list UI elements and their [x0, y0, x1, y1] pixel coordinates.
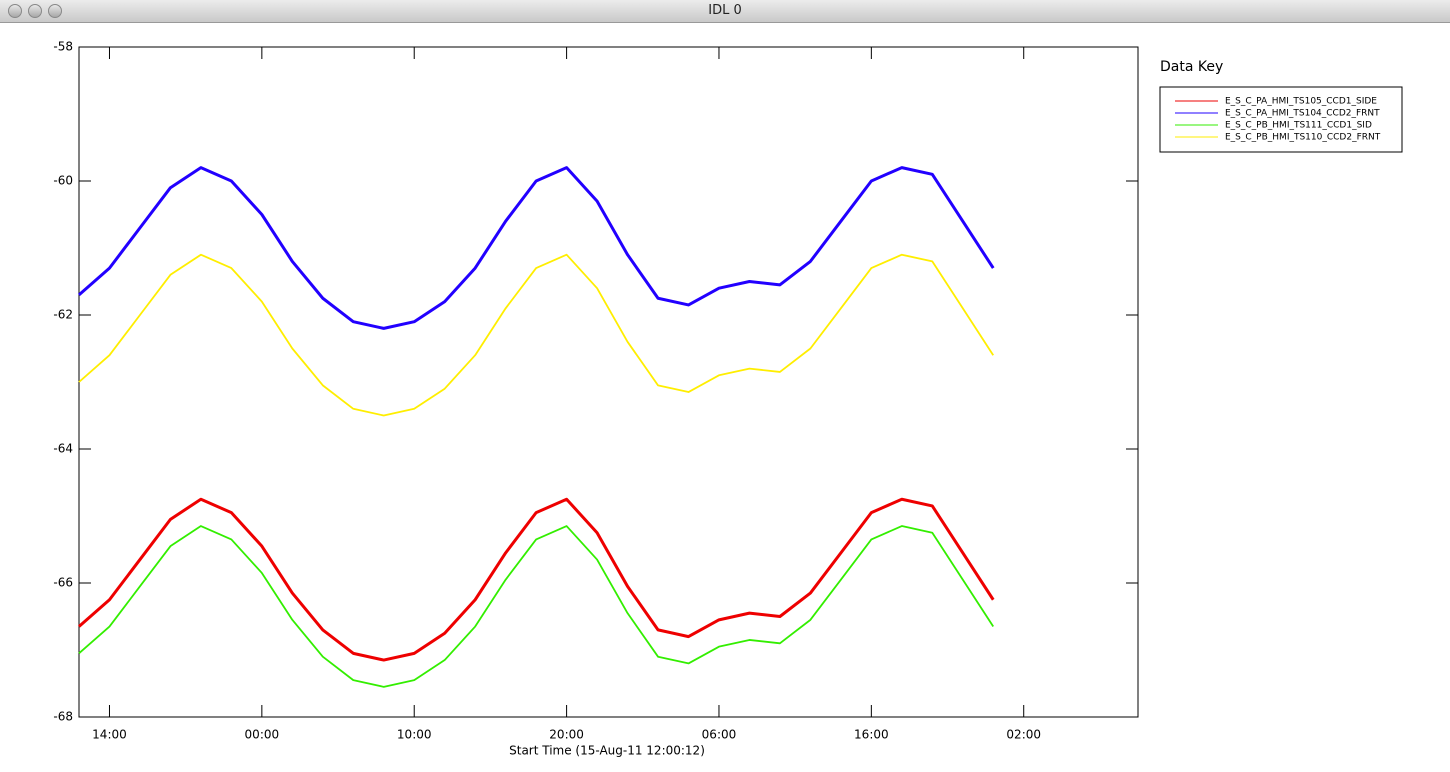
x-tick-label: 00:00	[245, 728, 280, 742]
legend-label: E_S_C_PA_HMI_TS104_CCD2_FRNT	[1225, 109, 1380, 119]
x-tick-label: 14:00	[92, 728, 127, 742]
title-bar: IDL 0	[0, 0, 1450, 23]
x-axis-title: Start Time (15-Aug-11 12:00:12)	[509, 744, 705, 758]
chart: Start Time (15-Aug-11 12:00:12) Data Key…	[53, 40, 1403, 758]
x-tick-label: 06:00	[702, 728, 737, 742]
y-tick-label: -68	[53, 710, 73, 724]
x-tick-label: 10:00	[397, 728, 432, 742]
data-line	[78, 253, 994, 417]
y-tick-label: -66	[53, 576, 73, 590]
y-tick-label: -62	[53, 308, 73, 322]
data-line	[78, 497, 995, 662]
y-tick-label: -64	[53, 442, 73, 456]
x-tick-label: 16:00	[854, 728, 889, 742]
legend-label: E_S_C_PA_HMI_TS105_CCD1_SIDE	[1225, 97, 1377, 107]
legend-box	[1159, 86, 1403, 153]
minimize-button[interactable]	[28, 4, 42, 18]
data-line	[78, 166, 995, 330]
plot-frame	[78, 46, 1139, 718]
window-title: IDL 0	[708, 3, 742, 18]
x-tick-label: 02:00	[1006, 728, 1041, 742]
x-tick-label: 20:00	[549, 728, 584, 742]
y-tick-label: -58	[53, 40, 73, 54]
y-tick-label: -60	[53, 174, 73, 188]
legend-label: E_S_C_PB_HMI_TS111_CCD1_SID	[1225, 121, 1372, 131]
legend-label: E_S_C_PB_HMI_TS110_CCD2_FRNT	[1225, 133, 1381, 143]
close-button[interactable]	[8, 4, 22, 18]
data-line	[78, 525, 994, 688]
legend-title: Data Key	[1160, 59, 1223, 75]
zoom-button[interactable]	[48, 4, 62, 18]
